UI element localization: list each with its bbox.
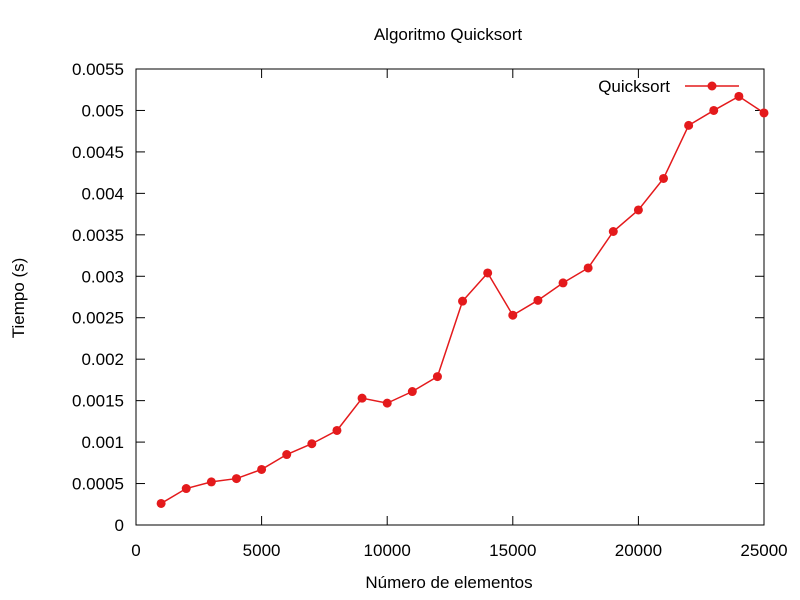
data-point — [307, 439, 317, 449]
y-tick-label: 0.005 — [81, 101, 124, 120]
y-tick-label: 0.0025 — [72, 309, 124, 328]
y-tick-label: 0.0055 — [72, 60, 124, 79]
y-tick-label: 0.0005 — [72, 475, 124, 494]
data-point — [357, 393, 367, 403]
data-point — [332, 425, 342, 435]
y-tick-label: 0.002 — [81, 350, 124, 369]
data-point — [608, 227, 618, 237]
data-point — [659, 173, 669, 183]
data-point — [633, 205, 643, 215]
data-point — [432, 372, 442, 382]
x-tick-label: 20000 — [615, 541, 662, 560]
data-point — [759, 108, 769, 118]
data-point — [734, 91, 744, 101]
data-point — [508, 310, 518, 320]
data-point — [156, 498, 166, 508]
data-point — [382, 398, 392, 408]
y-tick-label: 0 — [115, 516, 124, 535]
y-tick-label: 0.0045 — [72, 143, 124, 162]
data-point — [458, 296, 468, 306]
data-point — [257, 464, 267, 474]
data-point — [709, 105, 719, 115]
data-point — [558, 278, 568, 288]
data-point — [206, 477, 216, 487]
series-layer — [156, 91, 769, 508]
data-point — [583, 263, 593, 273]
data-point — [282, 450, 292, 460]
ticks-layer: 0 0.0005 0.001 0.0015 0.002 0.0025 0.003 0.0035… — [72, 60, 788, 560]
y-tick-label: 0.004 — [81, 184, 124, 203]
y-tick-label: 0.0015 — [72, 392, 124, 411]
data-point — [181, 484, 191, 494]
data-point — [231, 474, 241, 484]
y-tick-label: 0.003 — [81, 267, 124, 286]
x-tick-label: 0 — [131, 541, 140, 560]
legend: Quicksort — [598, 77, 739, 96]
legend-marker — [707, 81, 717, 91]
data-point — [407, 387, 417, 397]
chart-title: Algoritmo Quicksort — [374, 25, 523, 44]
y-axis-label: Tiempo (s) — [9, 258, 28, 339]
data-point — [483, 268, 493, 278]
plot-frame — [135, 68, 765, 526]
legend-entry-label: Quicksort — [598, 77, 670, 96]
data-point — [533, 295, 543, 305]
x-tick-label: 15000 — [489, 541, 536, 560]
y-tick-label: 0.0035 — [72, 226, 124, 245]
x-tick-label: 25000 — [740, 541, 787, 560]
data-point — [684, 120, 694, 130]
x-tick-label: 5000 — [243, 541, 281, 560]
x-axis-label: Número de elementos — [365, 573, 532, 592]
y-tick-label: 0.001 — [81, 433, 124, 452]
x-tick-label: 10000 — [364, 541, 411, 560]
